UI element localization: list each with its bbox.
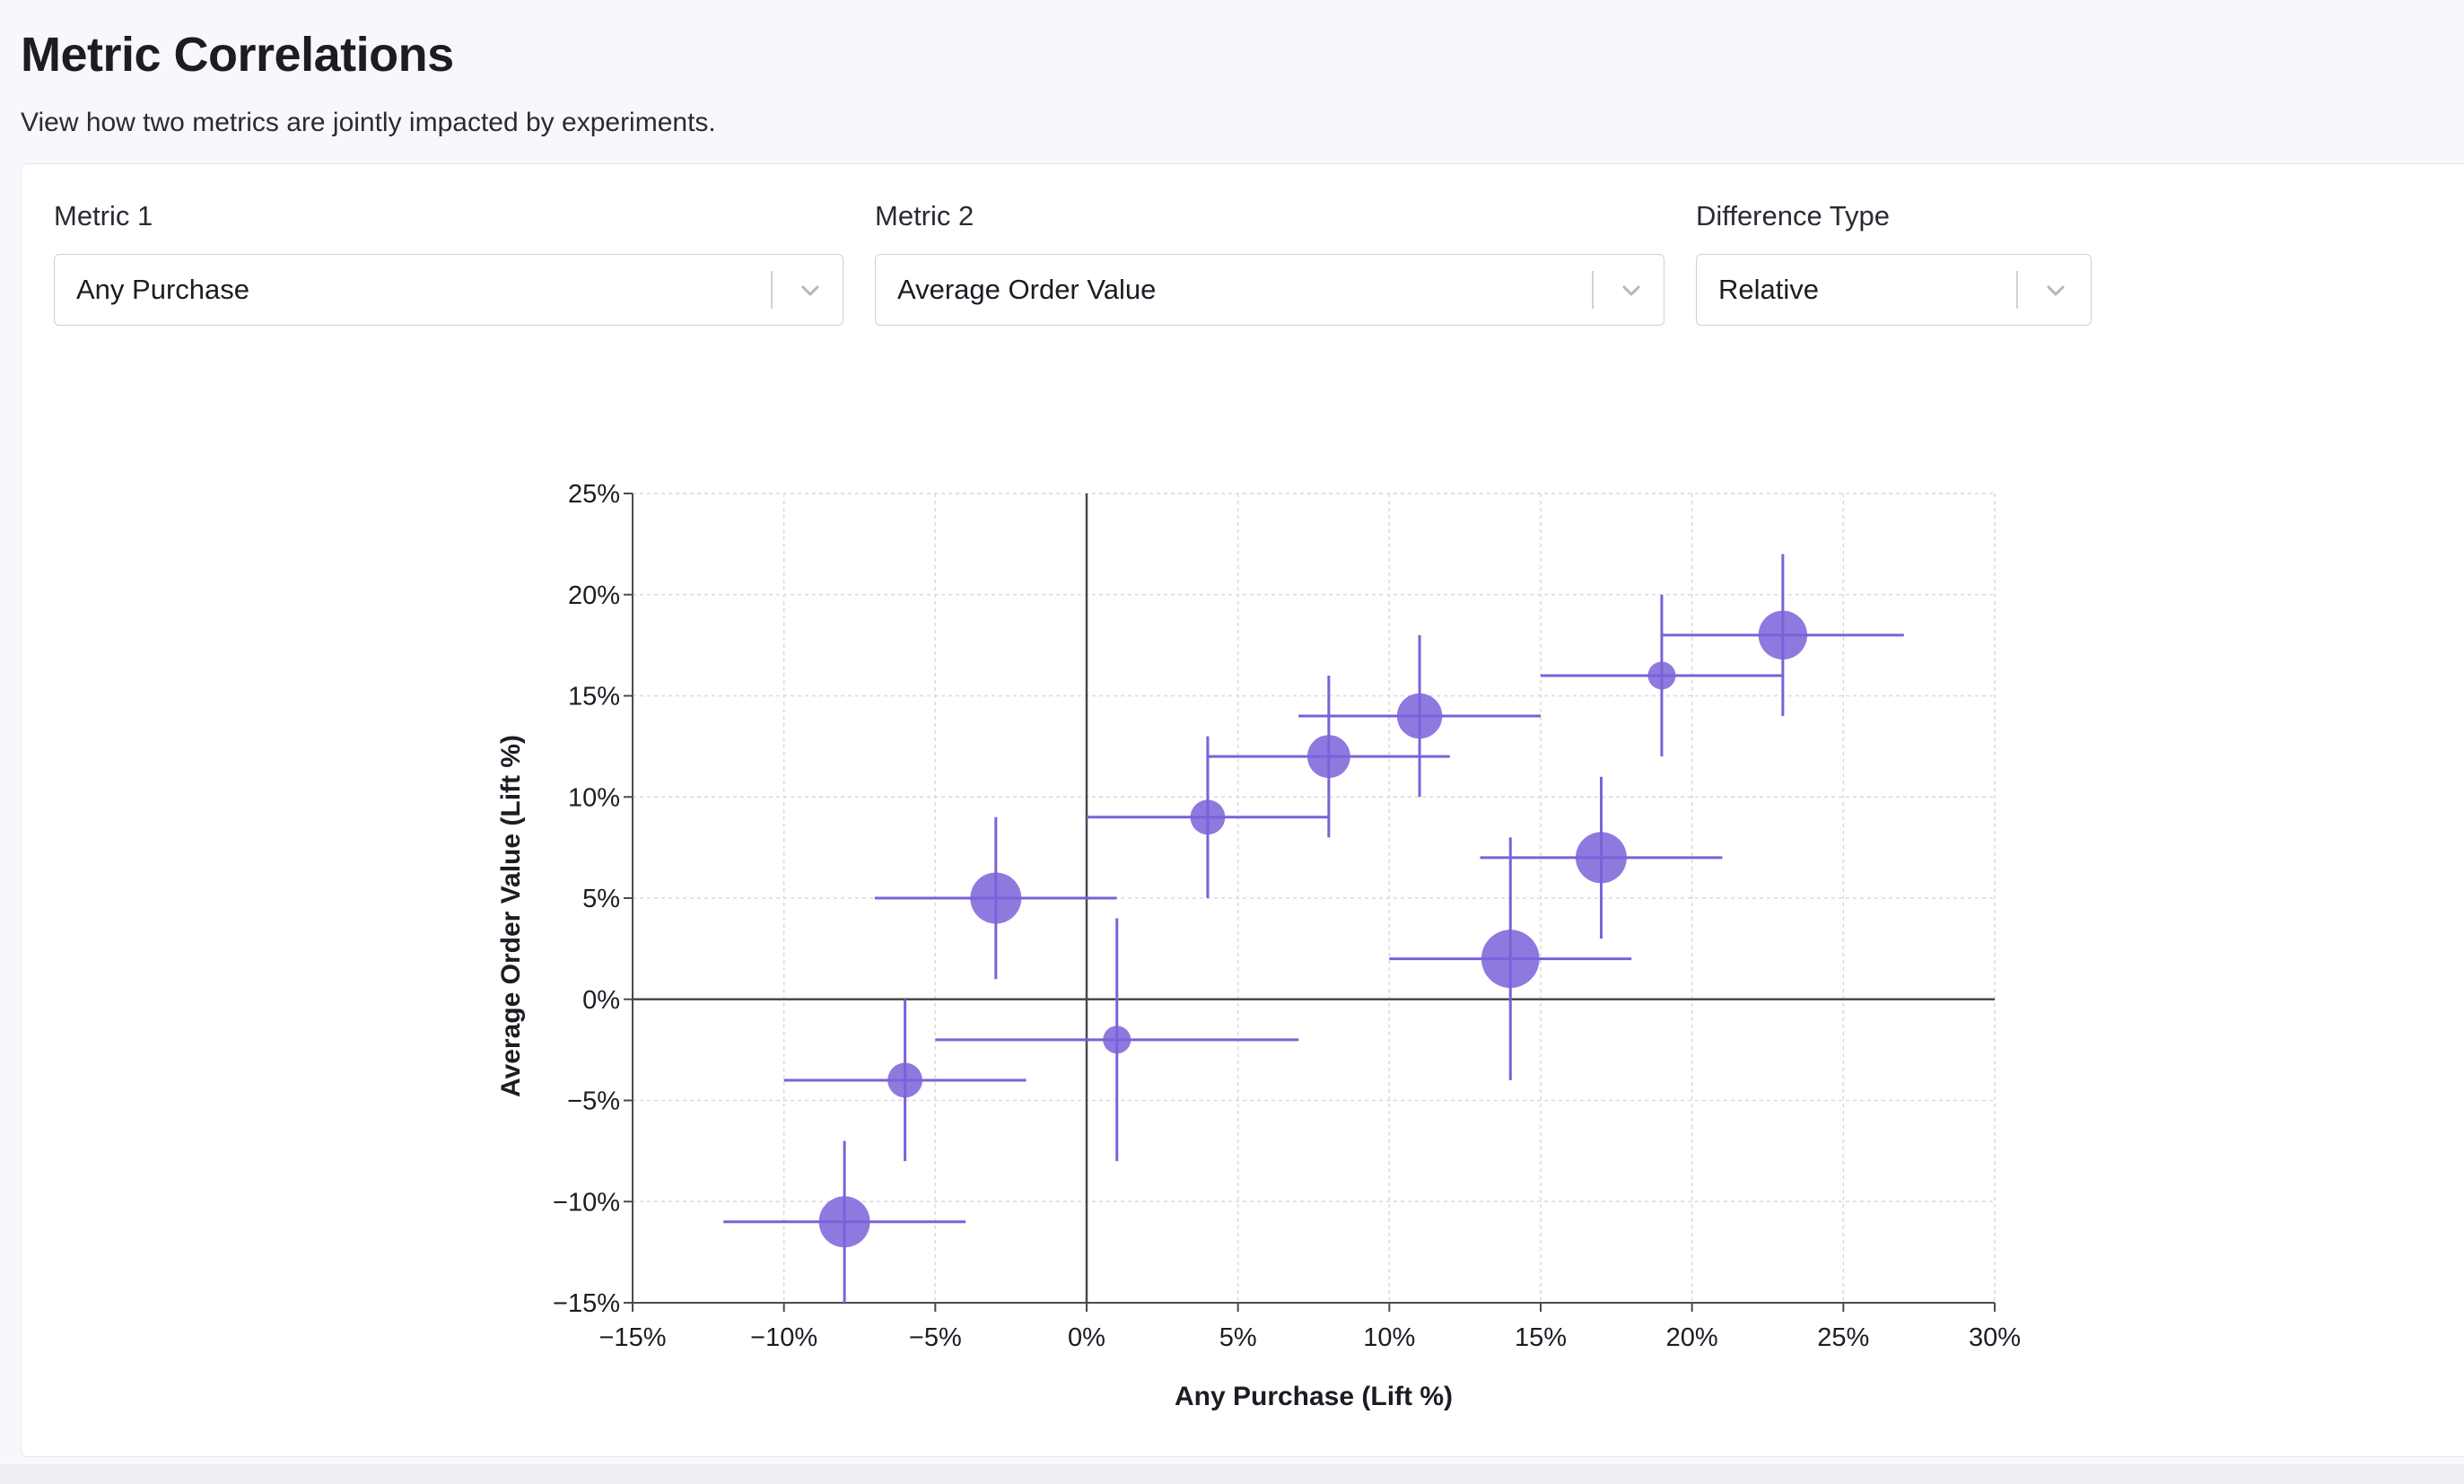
- chevron-down-icon[interactable]: [2043, 278, 2068, 303]
- x-tick-label: 25%: [1817, 1323, 1869, 1352]
- data-point: [1647, 661, 1676, 690]
- difference-type-value: Relative: [1718, 274, 1819, 305]
- page-footer-strip: [0, 1464, 2464, 1484]
- select-separator: [771, 271, 773, 309]
- y-tick-label: 20%: [568, 581, 620, 610]
- chevron-down-icon[interactable]: [1619, 278, 1644, 303]
- data-point: [1190, 799, 1226, 835]
- data-point: [1103, 1026, 1132, 1054]
- difference-type-label: Difference Type: [1696, 200, 1890, 231]
- y-tick-label: 15%: [568, 683, 620, 711]
- data-point: [1306, 735, 1350, 779]
- page-title: Metric Correlations: [21, 28, 454, 82]
- metric2-field: Metric 2: [875, 198, 974, 234]
- data-point: [1396, 693, 1443, 739]
- x-tick-label: 10%: [1363, 1323, 1415, 1352]
- y-tick-label: 5%: [582, 885, 620, 913]
- y-tick-label: −5%: [567, 1087, 620, 1116]
- select-separator: [2016, 271, 2018, 309]
- x-tick-label: −5%: [909, 1323, 962, 1352]
- data-point: [818, 1196, 870, 1248]
- difference-type-select[interactable]: Relative: [1696, 254, 2092, 326]
- x-tick-label: 5%: [1219, 1323, 1257, 1352]
- x-tick-label: 0%: [1068, 1323, 1105, 1352]
- metric1-select[interactable]: Any Purchase: [54, 254, 843, 326]
- x-tick-label: 15%: [1515, 1323, 1567, 1352]
- data-point: [887, 1062, 922, 1098]
- scatter-chart: −15% −10% −5% 0% 5% 10% 15% 20% 25% 30% −15% −10% −5…: [496, 480, 2021, 1411]
- y-tick-label: −15%: [553, 1289, 620, 1318]
- y-tick-label: 25%: [568, 480, 620, 509]
- y-axis-title: Average Order Value (Lift %): [496, 735, 526, 1097]
- x-axis-title: Any Purchase (Lift %): [1175, 1382, 1453, 1411]
- metric2-select[interactable]: Average Order Value: [875, 254, 1665, 326]
- metric2-label: Metric 2: [875, 200, 974, 231]
- chart-container: −15% −10% −5% 0% 5% 10% 15% 20% 25% 30% −15% −10% −5…: [22, 164, 2211, 1461]
- difference-type-field: Difference Type: [1696, 198, 1890, 234]
- correlation-card: Metric 1 Any Purchase Metric 2 Average O…: [21, 163, 2464, 1457]
- data-point: [1481, 930, 1540, 989]
- chevron-down-icon[interactable]: [798, 278, 823, 303]
- data-point: [970, 872, 1022, 924]
- metric1-value: Any Purchase: [76, 274, 249, 305]
- x-tick-label: −15%: [599, 1323, 667, 1352]
- data-point: [1575, 832, 1627, 884]
- select-separator: [1592, 271, 1594, 309]
- x-tick-label: −10%: [750, 1323, 817, 1352]
- y-tick-label: 10%: [568, 783, 620, 812]
- metric2-value: Average Order Value: [897, 274, 1157, 305]
- metric1-label: Metric 1: [54, 200, 153, 231]
- metric1-field: Metric 1: [54, 198, 153, 234]
- x-tick-label: 20%: [1666, 1323, 1718, 1352]
- y-tick-label: 0%: [582, 986, 620, 1015]
- x-tick-label: 30%: [1969, 1323, 2021, 1352]
- y-tick-label: −10%: [553, 1188, 620, 1217]
- page-subtitle: View how two metrics are jointly impacte…: [21, 108, 716, 137]
- data-point: [1758, 610, 1808, 660]
